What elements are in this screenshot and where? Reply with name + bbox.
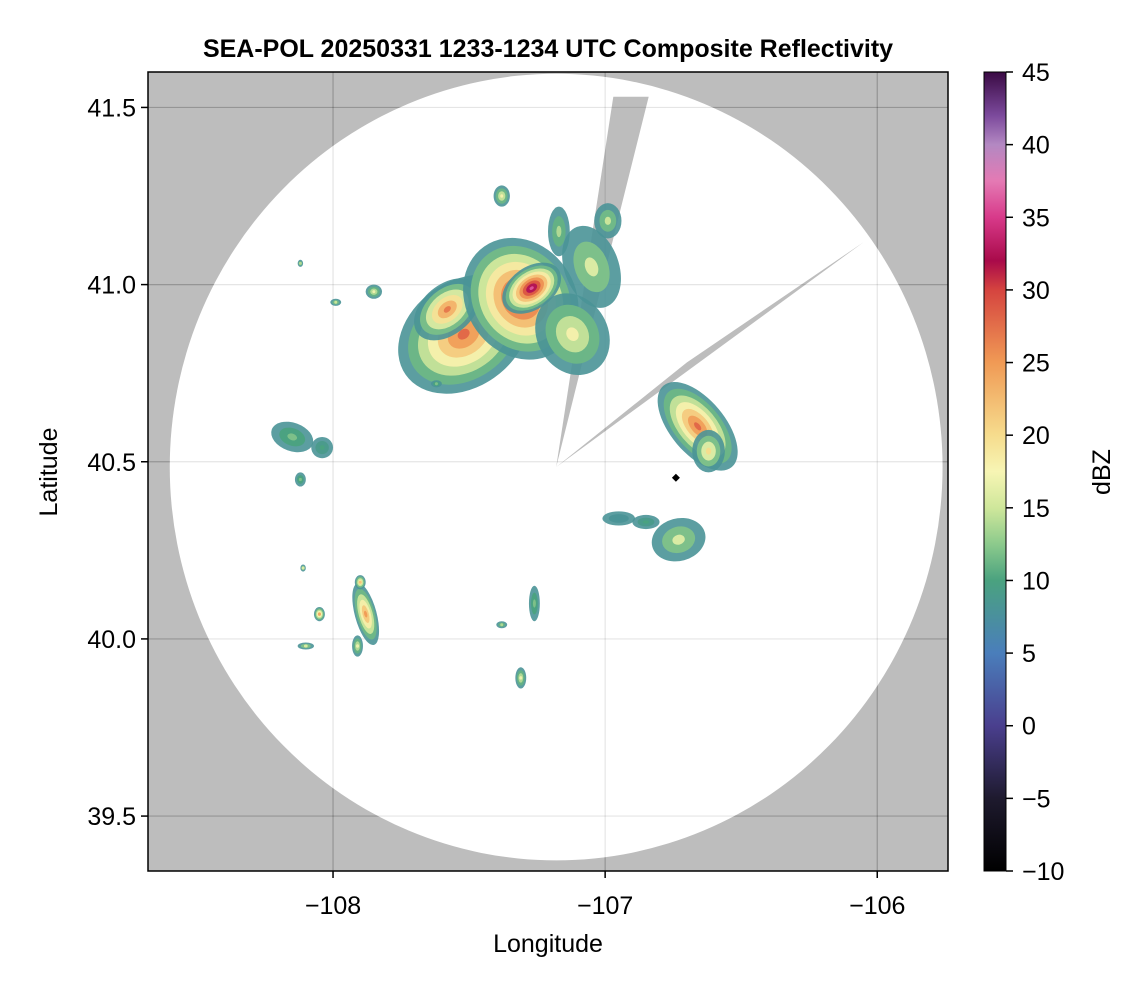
echo-layer	[356, 644, 360, 648]
y-axis-label: Latitude	[35, 428, 63, 517]
echo-cell	[354, 575, 366, 590]
echo-cell	[297, 259, 304, 267]
colorbar-tick-label: 30	[1022, 277, 1050, 305]
y-tick-label: 40.0	[87, 626, 136, 654]
site-marker	[671, 473, 680, 482]
colorbar-bar	[983, 71, 1007, 872]
echo-layer	[358, 580, 362, 584]
echo-layer	[500, 194, 504, 198]
blocked-sector-2	[556, 242, 864, 468]
echo-cell	[352, 635, 363, 657]
echo-cell	[535, 293, 610, 376]
colorbar-tick-label: 15	[1022, 495, 1050, 523]
y-tick-label: 41.0	[87, 272, 136, 300]
echo-cell	[548, 206, 570, 257]
colorbar-label: dBZ	[1088, 449, 1116, 495]
echo-cell	[330, 298, 342, 306]
echo-layer	[319, 445, 325, 451]
y-tick-label: 41.5	[87, 94, 136, 122]
echo-layer	[372, 290, 376, 294]
echo-cell	[651, 517, 706, 562]
echo-layer	[556, 225, 562, 238]
echo-layer	[334, 300, 338, 304]
echo-cell	[594, 203, 622, 239]
y-tick-label: 40.5	[87, 449, 136, 477]
colorbar-tick-label: 20	[1022, 422, 1050, 450]
echo-cell	[515, 667, 527, 689]
echo-cell	[352, 583, 380, 646]
colorbar-tick-label: 40	[1022, 132, 1050, 160]
echo-layer	[694, 422, 702, 431]
x-axis-label: Longitude	[493, 930, 603, 958]
x-tick-label: −108	[305, 892, 361, 920]
colorbar-ticks: −10 −5 0 5 10 15 20 25 30 35 40 45	[1006, 59, 1064, 886]
echo-layer	[298, 477, 302, 482]
echo-cell	[528, 585, 540, 622]
x-axis-ticks: −108 −107 −106	[305, 871, 905, 920]
echo-layer	[584, 257, 599, 277]
colorbar-tick-label: 35	[1022, 204, 1050, 232]
echo-cell	[271, 421, 314, 453]
plot-frame	[147, 71, 949, 872]
echo-cell	[300, 564, 306, 572]
colorbar-tick-label: −5	[1022, 785, 1051, 813]
colorbar-tick-label: 45	[1022, 59, 1050, 87]
echo-cell	[297, 642, 314, 650]
y-tick-label: 39.5	[87, 803, 136, 831]
echo-layer	[303, 644, 308, 648]
echo-layer	[298, 261, 302, 265]
echo-cell	[430, 380, 442, 388]
echo-cell	[602, 511, 636, 526]
echo-layer	[672, 534, 685, 545]
echo-layer	[317, 612, 321, 616]
echo-layer	[363, 610, 368, 618]
echo-layer	[287, 433, 298, 441]
echo-cell	[313, 607, 325, 622]
echo-layer	[705, 447, 712, 455]
colorbar: −10 −5 0 5 10 15 20 25 30 35 40 45 dBZ	[983, 59, 1116, 886]
echo-cell	[294, 472, 306, 487]
colorbar-tick-label: 10	[1022, 567, 1050, 595]
echo-cell	[365, 284, 383, 299]
echo-cell	[311, 436, 334, 459]
reflectivity-echoes	[271, 185, 738, 689]
echo-layer	[614, 516, 623, 521]
echo-cell	[493, 185, 510, 207]
echo-layer	[519, 676, 523, 680]
echo-layer	[566, 327, 579, 342]
echo-cell	[496, 621, 508, 629]
colorbar-tick-label: 25	[1022, 350, 1050, 378]
y-axis-ticks: 39.5 40.0 40.5 41.0 41.5	[87, 94, 148, 831]
radar-coverage	[169, 73, 943, 861]
x-tick-label: −106	[849, 892, 905, 920]
echo-layer	[642, 520, 650, 524]
chart-title: SEA-POL 20250331 1233-1234 UTC Composite…	[203, 35, 893, 63]
x-tick-label: −107	[577, 892, 633, 920]
echo-layer	[301, 566, 305, 570]
echo-layer	[443, 306, 451, 313]
colorbar-tick-label: −10	[1022, 858, 1064, 886]
colorbar-tick-label: 0	[1022, 713, 1036, 741]
echo-layer	[434, 382, 438, 386]
echo-layer	[500, 623, 504, 627]
echo-layer	[532, 599, 536, 608]
colorbar-tick-label: 5	[1022, 640, 1036, 668]
echo-cell	[632, 514, 660, 530]
echo-layer	[529, 286, 534, 290]
echo-cell	[692, 429, 725, 473]
echo-layer	[457, 328, 470, 340]
echo-layer	[604, 216, 612, 225]
echo-cell	[562, 225, 621, 308]
plot-area	[147, 71, 949, 872]
